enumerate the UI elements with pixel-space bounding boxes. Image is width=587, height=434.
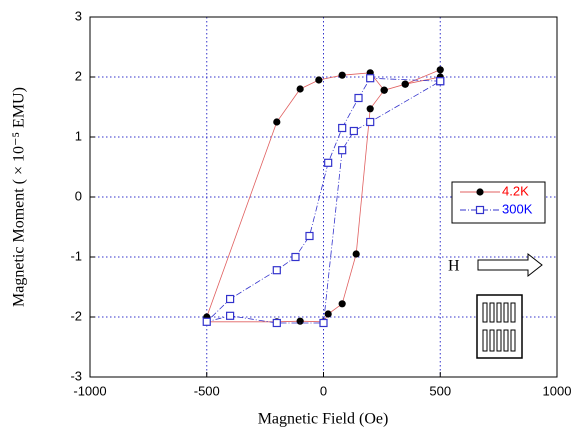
y-tick-label: -3 <box>70 368 82 383</box>
data-point <box>401 80 409 88</box>
data-point <box>202 317 211 326</box>
legend-marker <box>476 188 484 196</box>
data-point <box>352 250 360 258</box>
data-point <box>354 93 363 103</box>
annotation: H <box>448 258 460 275</box>
y-tick-label: 0 <box>75 188 82 203</box>
x-tick-label: 0 <box>320 383 327 398</box>
data-point <box>324 158 333 167</box>
data-point <box>380 86 388 94</box>
y-tick-label: -1 <box>70 248 82 263</box>
data-point <box>272 266 281 275</box>
data-point <box>226 311 235 320</box>
data-point <box>296 317 304 325</box>
data-point <box>338 300 346 308</box>
data-point <box>338 71 346 79</box>
data-point <box>436 77 445 86</box>
data-point <box>305 231 314 241</box>
data-point <box>366 74 375 83</box>
y-tick-label: 2 <box>75 68 82 83</box>
data-point <box>366 117 375 127</box>
data-point <box>272 318 281 328</box>
legend-label: 4.2K <box>502 183 529 198</box>
y-tick-label: 3 <box>75 8 82 23</box>
legend-label: 300K <box>502 201 533 216</box>
data-point <box>338 146 347 155</box>
x-tick-label: -500 <box>194 383 220 398</box>
y-axis-label: Magnetic Moment ( × 10⁻⁵ EMU) <box>11 87 28 307</box>
data-point <box>273 118 281 126</box>
x-tick-label: -1000 <box>73 383 106 398</box>
legend-box <box>451 181 546 224</box>
data-point <box>315 76 323 84</box>
data-point <box>349 126 358 136</box>
x-axis-label: Magnetic Field (Oe) <box>258 411 389 428</box>
data-point <box>366 105 374 113</box>
x-tick-label: 1000 <box>543 383 572 398</box>
arrow <box>477 252 543 278</box>
x-tick-label: 500 <box>429 383 451 398</box>
sample-icon <box>476 294 523 359</box>
data-point <box>296 85 304 93</box>
legend-marker <box>475 205 485 215</box>
y-tick-label: 1 <box>75 128 82 143</box>
data-point <box>319 318 328 328</box>
data-point <box>324 310 332 318</box>
data-point <box>226 294 235 304</box>
series-line <box>206 69 441 323</box>
data-point <box>291 252 300 262</box>
data-point <box>338 123 347 133</box>
y-tick-label: -2 <box>70 308 82 323</box>
data-point <box>436 66 444 74</box>
